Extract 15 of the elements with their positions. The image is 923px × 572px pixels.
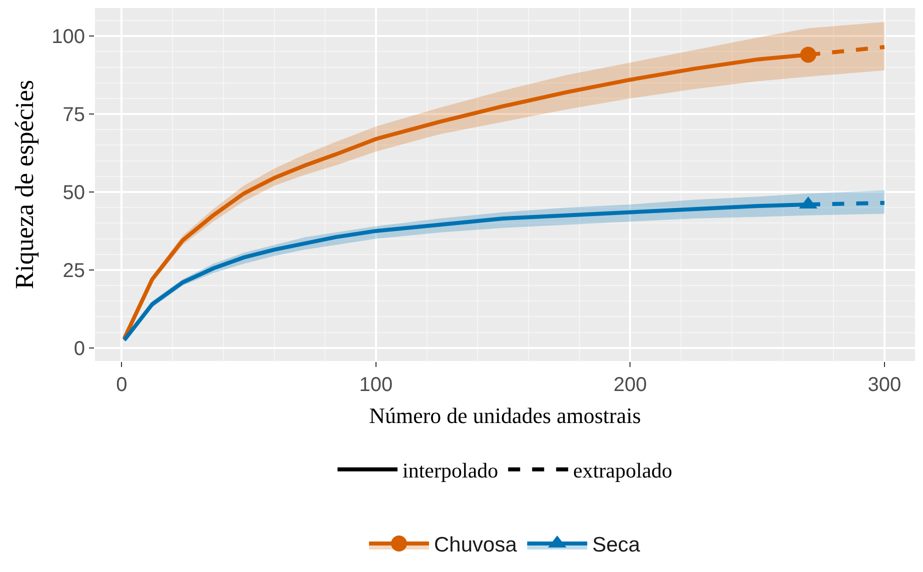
- y-tick-label: 100: [52, 26, 85, 48]
- text: interpolado: [402, 458, 498, 483]
- x-tick-label: 200: [614, 374, 647, 396]
- y-tick-label: 0: [74, 338, 85, 360]
- y-axis-title: Riqueza de espécies: [10, 80, 40, 290]
- x-axis-title: Número de unidades amostrais: [369, 402, 641, 428]
- y-tick-label: 75: [62, 104, 85, 126]
- x-tick-label: 100: [359, 374, 393, 396]
- legend-label: Chuvosa: [434, 534, 518, 557]
- y-tick-label: 25: [62, 260, 85, 282]
- x-tick-label: 0: [116, 374, 128, 396]
- text: extrapolado: [573, 458, 672, 483]
- x-tick-label: 300: [868, 374, 902, 396]
- legend-label: Seca: [592, 534, 640, 557]
- y-tick-label: 50: [62, 182, 85, 204]
